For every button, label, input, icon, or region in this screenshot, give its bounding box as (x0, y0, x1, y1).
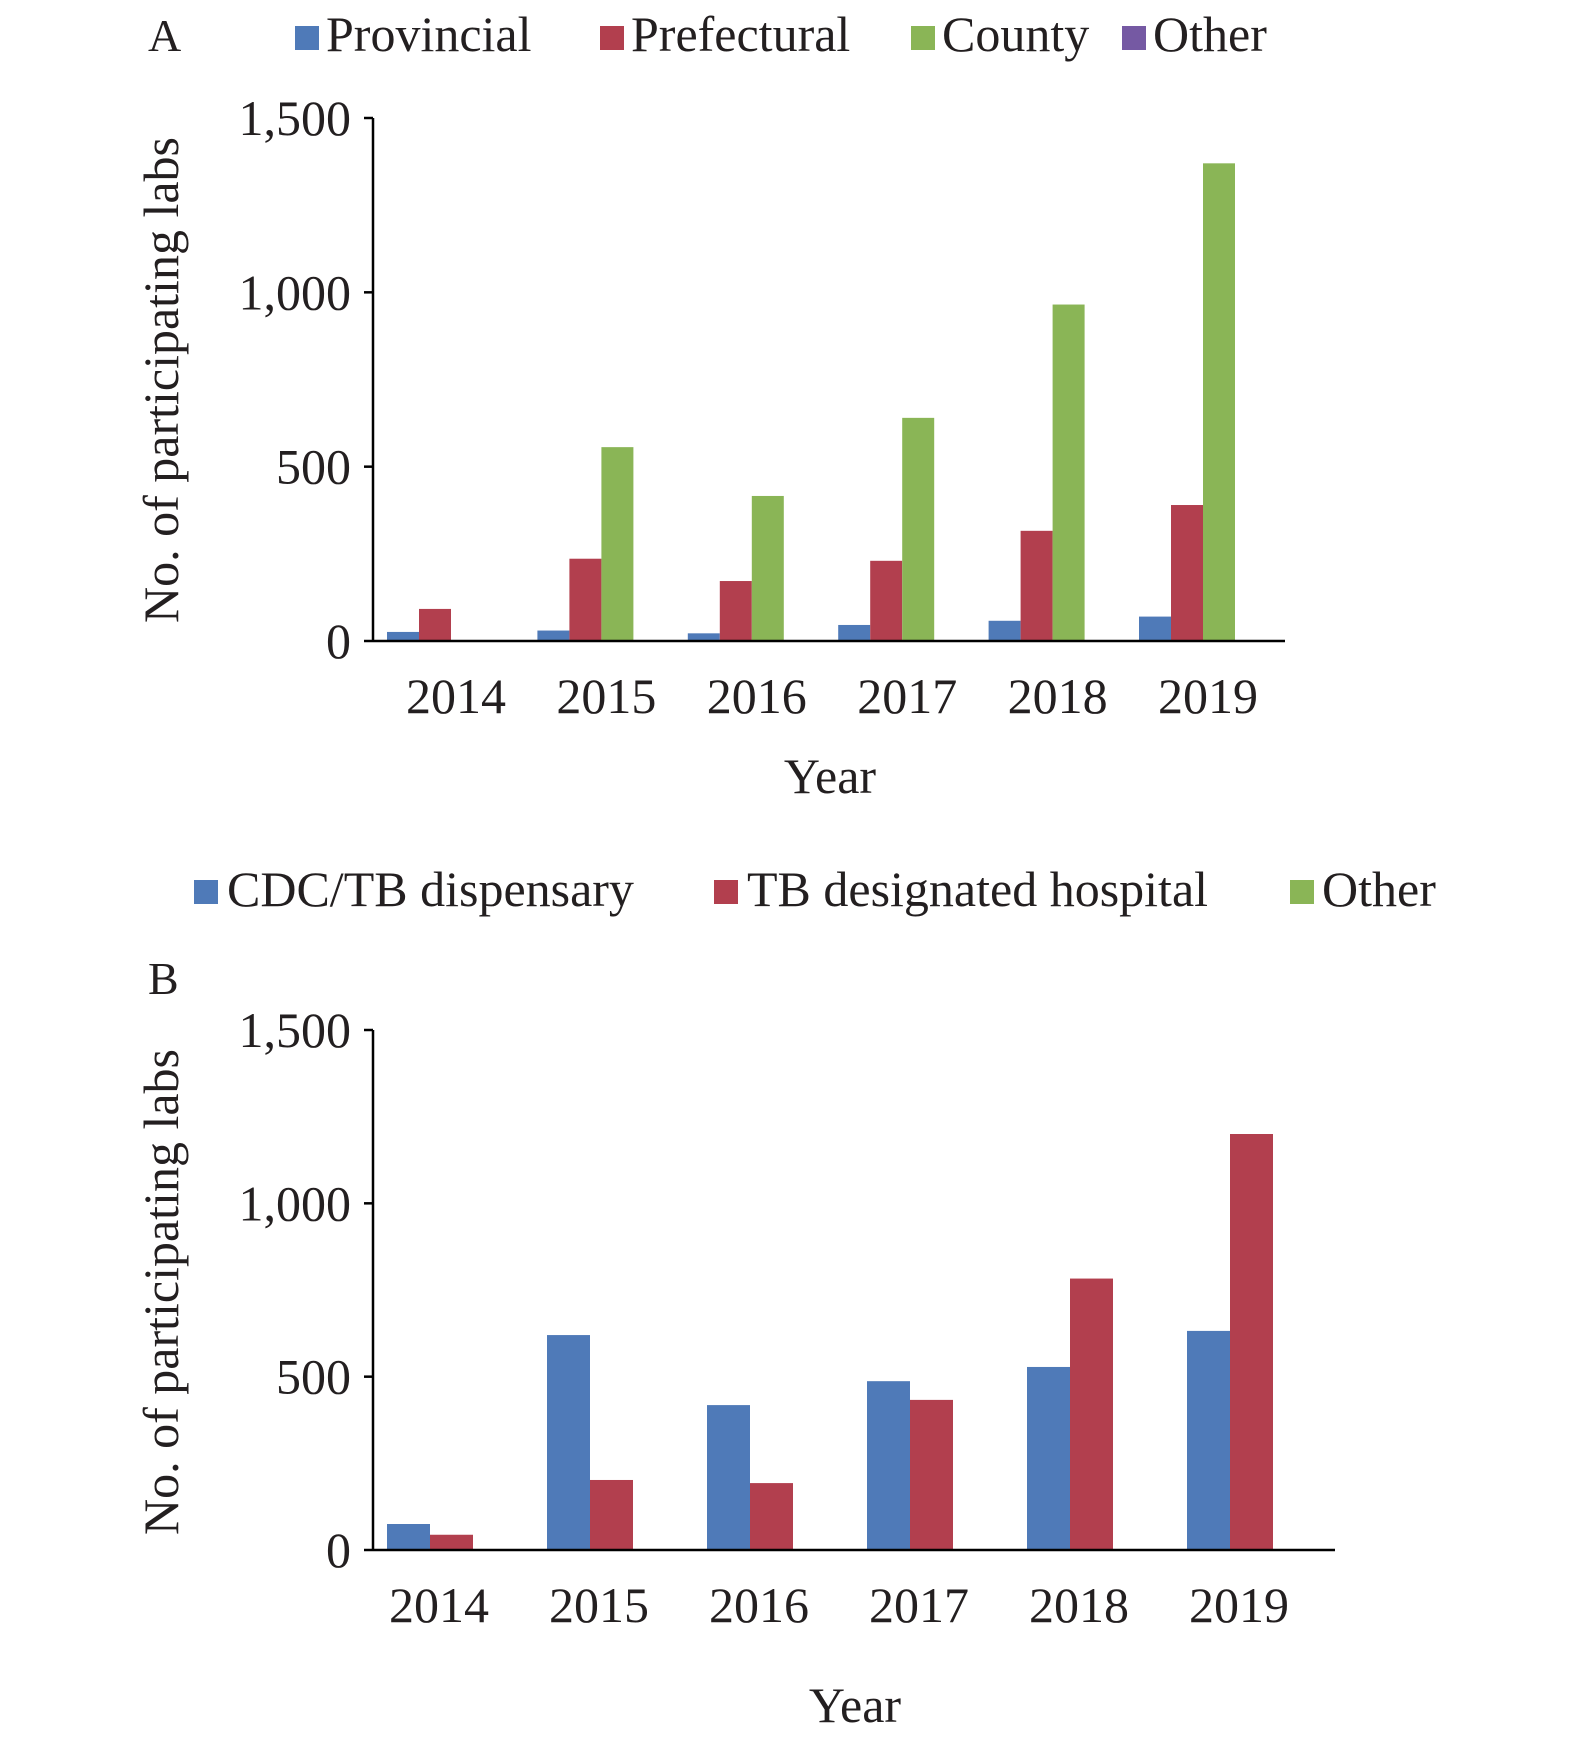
panel-a-y-tick-label: 1,000 (239, 264, 352, 320)
panel-a-bar-prefectural-2015 (569, 558, 602, 641)
legend-item-county: County (911, 6, 1089, 62)
panel-b-bar-tb-designated-hospital-2019 (1230, 1134, 1273, 1550)
legend-label-other: Other (1153, 6, 1267, 62)
panel-a-letter: A (148, 10, 181, 61)
panel-b-bar-cdc-tb-dispensary-2014 (387, 1524, 430, 1550)
panel-a-legend: Provincial Prefectural County Other (295, 6, 1267, 62)
panel-a-bar-county-2016 (751, 495, 784, 641)
panel-a-bar-prefectural-2018 (1020, 530, 1053, 641)
legend-item-prefectural: Prefectural (600, 6, 850, 62)
panel-a-y-ticks: 0 500 1,000 1,500 (239, 90, 373, 669)
legend-item-other: Other (1122, 6, 1267, 62)
panel-a-bar-provincial-2017 (838, 624, 871, 641)
panel-a-bar-county-2015 (601, 447, 634, 641)
panel-a-y-tick-label: 500 (276, 439, 351, 495)
panel-a-bar-county-2017 (902, 417, 935, 641)
legend-swatch-other (1122, 26, 1146, 50)
panel-b-x-ticks: 2014 2015 2016 2017 2018 2019 (389, 1577, 1289, 1633)
panel-b-x-tick-label: 2014 (389, 1577, 489, 1633)
chart-panel-b: CDC/TB dispensary TB designated hospital… (133, 861, 1436, 1733)
legend-label-prefectural: Prefectural (631, 6, 850, 62)
panel-a-bar-prefectural-2014 (419, 608, 451, 641)
panel-b-x-tick-label: 2015 (549, 1577, 649, 1633)
panel-b-y-tick-label: 1,000 (239, 1175, 352, 1231)
legend-swatch-provincial (295, 26, 319, 50)
panel-b-x-tick-label: 2019 (1189, 1577, 1289, 1633)
legend-swatch-prefectural (600, 26, 624, 50)
panel-a-bars (387, 163, 1235, 641)
panel-a-x-tick-label: 2015 (556, 668, 656, 724)
legend-swatch-cdc-tb-dispensary (194, 880, 218, 904)
panel-b-letter: B (148, 953, 179, 1004)
panel-b-bar-tb-designated-hospital-2016 (750, 1483, 793, 1550)
legend-item-tb-designated-hospital: TB designated hospital (714, 861, 1208, 917)
legend-item-cdc-tb-dispensary: CDC/TB dispensary (194, 861, 634, 917)
panel-a-bar-provincial-2016 (687, 633, 720, 641)
panel-b-bar-cdc-tb-dispensary-2015 (547, 1335, 590, 1550)
panel-b-y-tick-label: 1,500 (239, 1002, 352, 1058)
panel-b-bar-cdc-tb-dispensary-2016 (707, 1405, 750, 1550)
panel-a-bar-county-2019 (1203, 163, 1235, 641)
panel-a-bar-prefectural-2016 (719, 581, 752, 641)
panel-a-bar-prefectural-2017 (870, 560, 903, 641)
legend-label-provincial: Provincial (326, 6, 532, 62)
legend-swatch-county (911, 26, 935, 50)
panel-b-y-ticks: 0 500 1,000 1,500 (239, 1002, 373, 1578)
panel-b-y-tick-label: 500 (276, 1349, 351, 1405)
panel-b-bars (387, 1134, 1273, 1550)
panel-b-bar-tb-designated-hospital-2018 (1070, 1278, 1113, 1550)
legend-label-county: County (942, 6, 1089, 62)
panel-b-bar-cdc-tb-dispensary-2019 (1187, 1330, 1230, 1550)
panel-a-x-axis-title: Year (784, 748, 876, 804)
panel-b-bar-tb-designated-hospital-2017 (910, 1399, 953, 1550)
panel-a-x-tick-label: 2016 (707, 668, 807, 724)
panel-b-x-axis-title: Year (809, 1677, 901, 1733)
panel-a-x-ticks: 2014 2015 2016 2017 2018 2019 (406, 668, 1258, 724)
legend-swatch-tb-designated-hospital (714, 880, 738, 904)
legend-label-tb-designated-hospital: TB designated hospital (747, 861, 1208, 917)
chart-panel-a: A Provincial Prefectural County Other No… (133, 6, 1285, 804)
panel-a-bar-prefectural-2019 (1171, 505, 1203, 641)
panel-b-bar-cdc-tb-dispensary-2018 (1027, 1366, 1070, 1550)
legend-label-cdc-tb-dispensary: CDC/TB dispensary (227, 861, 634, 917)
panel-b-y-tick-label: 0 (326, 1522, 351, 1578)
panel-b-x-tick-label: 2017 (869, 1577, 969, 1633)
panel-a-x-tick-label: 2019 (1158, 668, 1258, 724)
panel-a-y-tick-label: 1,500 (239, 90, 352, 146)
panel-a-bar-county-2018 (1052, 304, 1085, 641)
panel-a-x-tick-label: 2017 (857, 668, 957, 724)
panel-a-bar-provincial-2015 (537, 630, 570, 641)
panel-a-bar-provincial-2019 (1139, 616, 1171, 641)
legend-item-provincial: Provincial (295, 6, 532, 62)
panel-b-y-axis-title: No. of participating labs (133, 1049, 189, 1535)
panel-b-bar-cdc-tb-dispensary-2017 (867, 1381, 910, 1550)
panel-a-y-axis-title: No. of participating labs (133, 137, 189, 623)
panel-a-x-tick-label: 2014 (406, 668, 506, 724)
legend-item-other-b: Other (1290, 861, 1436, 917)
legend-swatch-other-b (1290, 880, 1314, 904)
legend-label-other-b: Other (1322, 861, 1436, 917)
panel-a-bar-provincial-2018 (988, 620, 1021, 641)
panel-b-bar-tb-designated-hospital-2015 (590, 1479, 633, 1550)
panel-b-x-tick-label: 2018 (1029, 1577, 1129, 1633)
panel-b-legend: CDC/TB dispensary TB designated hospital… (194, 861, 1436, 917)
panel-b-x-tick-label: 2016 (709, 1577, 809, 1633)
panel-b-bar-tb-designated-hospital-2014 (430, 1534, 473, 1550)
panel-a-y-tick-label: 0 (326, 613, 351, 669)
panel-a-x-tick-label: 2018 (1008, 668, 1108, 724)
panel-a-bar-provincial-2014 (387, 631, 419, 641)
